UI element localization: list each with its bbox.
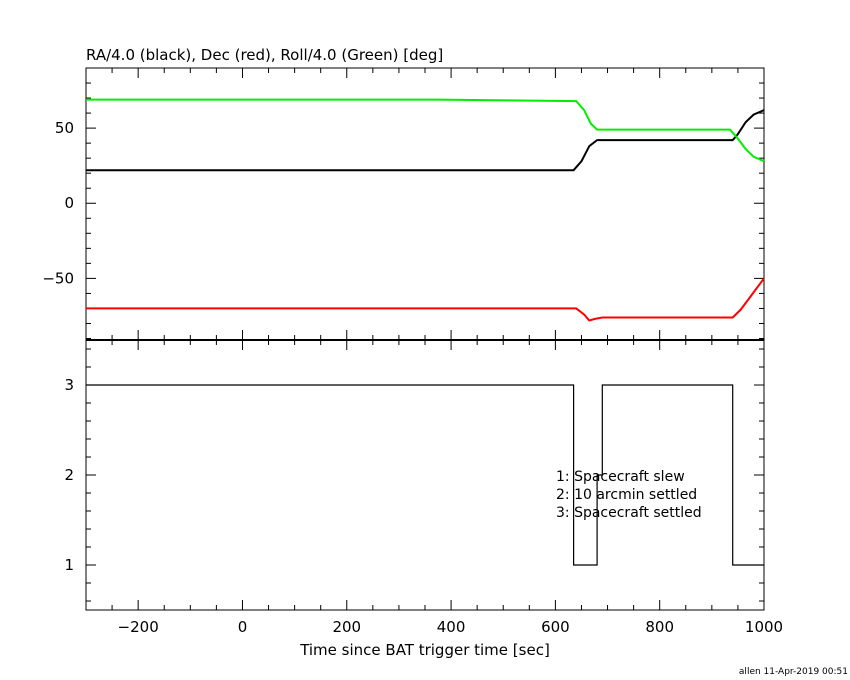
ra-4-0-series-line	[86, 109, 765, 172]
status-series-line	[86, 384, 764, 566]
y-tick-label: 2	[64, 466, 74, 484]
x-tick-label: 0	[238, 618, 248, 636]
roll-4-0-series-line	[86, 98, 765, 163]
settle-status-panel: −200 0 200 400 600 800 1000 1 2 3 1: Spacecraft s…	[64, 339, 783, 659]
attitude-title: RA/4.0 (black), Dec (red), Roll/4.0 (Gre…	[86, 46, 443, 64]
dec-series-line	[86, 277, 765, 322]
x-tick-label: 600	[541, 618, 570, 636]
legend-line-slew: 1: Spacecraft slew	[556, 469, 685, 485]
x-tick-label: 200	[332, 618, 361, 636]
y-tick-label: 0	[64, 194, 74, 212]
legend-line-10arcmin: 2: 10 arcmin settled	[556, 487, 697, 503]
footer-stamp: allen 11-Apr-2019 00:51	[739, 667, 848, 677]
legend-line-settled: 3: Spacecraft settled	[556, 505, 702, 521]
x-axis-label: Time since BAT trigger time [sec]	[299, 641, 550, 659]
y-tick-label: 1	[64, 556, 74, 574]
attitude-panel: RA/4.0 (black), Dec (red), Roll/4.0 (Gre…	[42, 46, 765, 341]
y-tick-label: −50	[42, 269, 74, 287]
x-tick-label: 800	[645, 618, 674, 636]
y-tick-label: 3	[64, 376, 74, 394]
x-tick-label: 1000	[745, 618, 783, 636]
x-tick-label: −200	[118, 618, 159, 636]
y-tick-label: 50	[55, 119, 74, 137]
x-tick-label: 400	[437, 618, 466, 636]
attitude-frame	[85, 67, 765, 341]
